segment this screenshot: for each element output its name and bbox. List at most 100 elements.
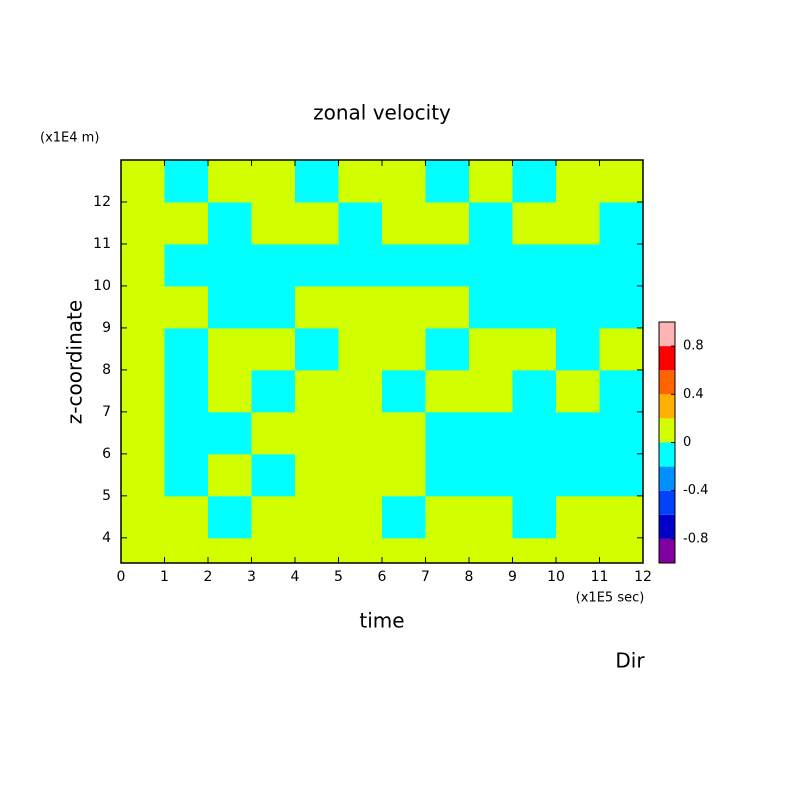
- cell: [556, 495, 600, 539]
- x-axis-label: time: [359, 609, 404, 633]
- cell: [338, 327, 383, 371]
- cell: [556, 160, 600, 203]
- cell: [251, 327, 296, 371]
- cell: [469, 411, 513, 455]
- cell: [382, 495, 426, 539]
- cell: [469, 453, 513, 497]
- cell: [164, 453, 209, 497]
- y-unit: (x1E4 m): [40, 131, 99, 146]
- cell: [382, 160, 426, 203]
- cell: [208, 411, 252, 455]
- cell: [295, 201, 339, 245]
- colorbar-bin: [659, 490, 675, 515]
- cell: [251, 411, 296, 455]
- cell: [208, 369, 252, 413]
- cell: [121, 495, 165, 539]
- cell: [338, 453, 383, 497]
- cell: [512, 453, 557, 497]
- cell: [556, 537, 600, 564]
- cell: [164, 201, 209, 245]
- cell: [425, 327, 470, 371]
- cell: [425, 495, 470, 539]
- cell: [208, 327, 252, 371]
- cell: [512, 201, 557, 245]
- cell: [425, 201, 470, 245]
- cell: [512, 160, 557, 203]
- cell: [338, 201, 383, 245]
- cell: [512, 243, 557, 287]
- cell: [121, 453, 165, 497]
- cell: [599, 160, 644, 203]
- colorbar-bin: [659, 538, 675, 563]
- cell: [469, 201, 513, 245]
- cell: [208, 285, 252, 329]
- y-tick-label: 10: [93, 278, 111, 294]
- colorbar-bin: [659, 322, 675, 347]
- x-tick-label: 4: [291, 569, 300, 585]
- cell: [512, 369, 557, 413]
- cell: [251, 285, 296, 329]
- colorbar-bin: [659, 370, 675, 395]
- colorbar-tick-label: 0: [683, 435, 691, 450]
- cell: [121, 243, 165, 287]
- cell: [599, 327, 644, 371]
- y-tick-label: 6: [102, 446, 111, 462]
- cell: [556, 243, 600, 287]
- cell: [164, 285, 209, 329]
- cell: [338, 411, 383, 455]
- y-tick-label: 4: [102, 530, 111, 546]
- x-tick-label: 3: [247, 569, 256, 585]
- cell: [164, 160, 209, 203]
- colorbar-tick-label: -0.8: [683, 531, 708, 546]
- cell: [164, 495, 209, 539]
- colorbar-bin: [659, 442, 675, 467]
- cell: [599, 243, 644, 287]
- x-tick-label: 6: [378, 569, 387, 585]
- cell: [469, 537, 513, 564]
- cell: [425, 160, 470, 203]
- cell: [251, 201, 296, 245]
- cell: [382, 411, 426, 455]
- cell: [599, 495, 644, 539]
- cell: [512, 537, 557, 564]
- cell: [208, 201, 252, 245]
- cell: [251, 495, 296, 539]
- cell: [556, 369, 600, 413]
- cell: [121, 327, 165, 371]
- x-tick-label: 12: [634, 569, 652, 585]
- cell: [295, 537, 339, 564]
- cell: [251, 537, 296, 564]
- cell: [251, 160, 296, 203]
- cell: [425, 453, 470, 497]
- x-tick-label: 9: [508, 569, 517, 585]
- cell: [295, 243, 339, 287]
- cell: [469, 495, 513, 539]
- cell: [295, 411, 339, 455]
- cell: [295, 327, 339, 371]
- y-axis-label: z-coordinate: [63, 300, 87, 424]
- cell: [469, 160, 513, 203]
- cell: [512, 411, 557, 455]
- y-tick-label: 8: [102, 362, 111, 378]
- cell: [164, 369, 209, 413]
- x-tick-label: 5: [334, 569, 343, 585]
- y-tick-label: 7: [102, 404, 111, 420]
- cell: [425, 369, 470, 413]
- cell: [208, 453, 252, 497]
- cell: [512, 285, 557, 329]
- cell: [599, 369, 644, 413]
- cell: [599, 285, 644, 329]
- cell: [121, 537, 165, 564]
- cell: [121, 369, 165, 413]
- cell: [338, 285, 383, 329]
- cell: [556, 327, 600, 371]
- cell: [121, 201, 165, 245]
- cell: [556, 411, 600, 455]
- cell: [121, 411, 165, 455]
- cell: [382, 369, 426, 413]
- cell: [164, 537, 209, 564]
- cell: [164, 411, 209, 455]
- cell: [382, 201, 426, 245]
- cell: [425, 411, 470, 455]
- cell: [469, 327, 513, 371]
